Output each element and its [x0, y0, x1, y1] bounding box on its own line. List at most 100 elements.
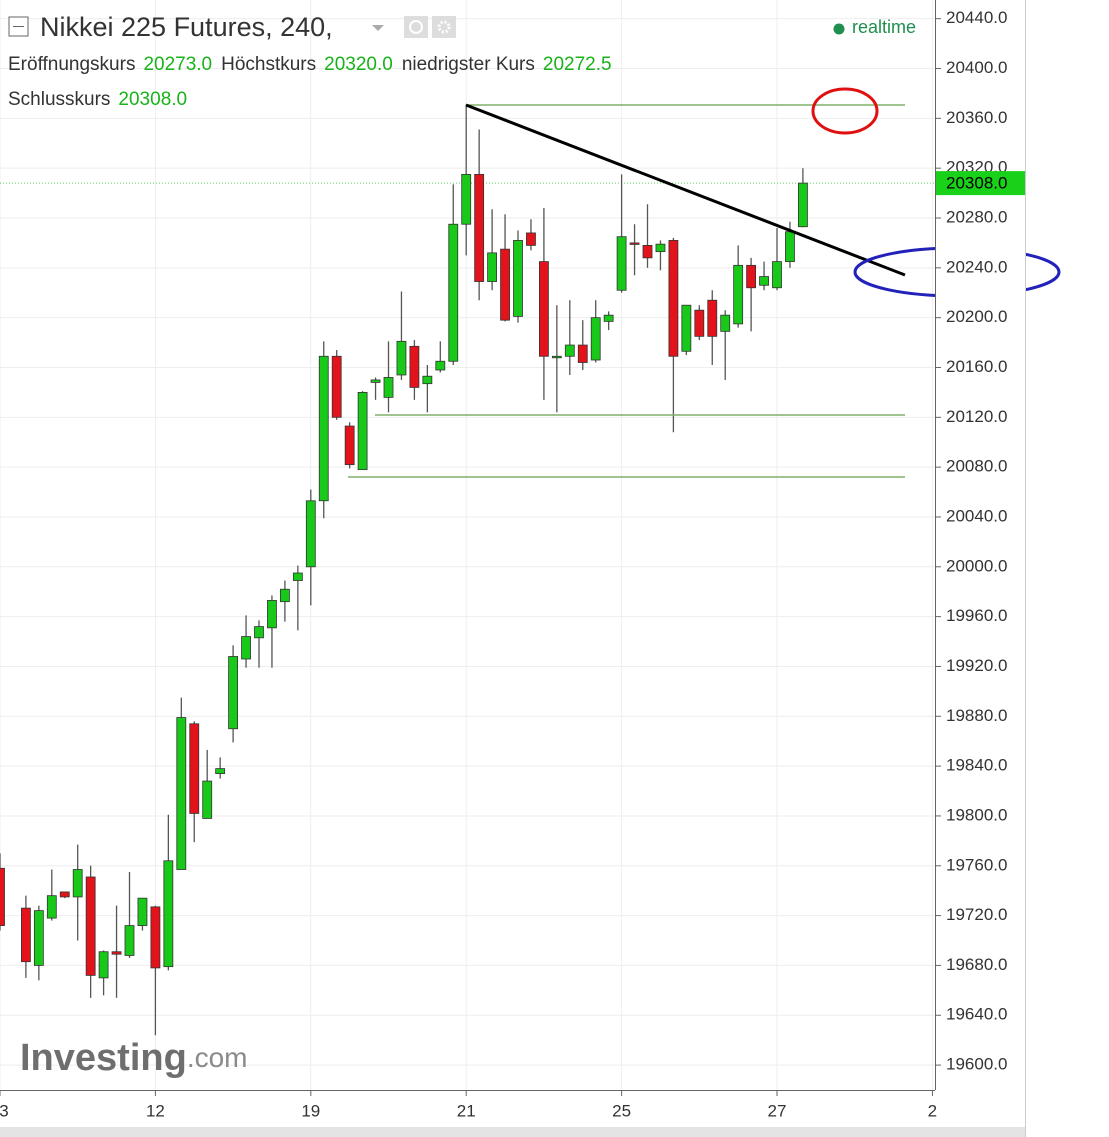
annotations — [348, 87, 1061, 478]
candle-body — [370, 379, 381, 383]
candle-body — [513, 240, 523, 317]
candle-body — [176, 717, 187, 870]
info-label: Höchstkurs — [221, 54, 316, 75]
x-tick-label: 25 — [612, 1101, 631, 1120]
candle-body — [409, 345, 420, 388]
candle-body — [59, 891, 70, 898]
status-dot — [833, 23, 845, 35]
candle-body — [98, 951, 109, 979]
y-tick-label: 19720.0 — [946, 905, 1007, 924]
y-tick-label: 19760.0 — [946, 855, 1007, 874]
candle-body — [539, 261, 549, 357]
info-value: 20308.0 — [118, 89, 187, 110]
candle-body — [267, 600, 277, 629]
candle-body — [21, 907, 31, 963]
y-tick-label: 19600.0 — [946, 1055, 1007, 1074]
y-tick-label: 20120.0 — [946, 407, 1007, 426]
x-tick-label: 3 — [0, 1101, 9, 1120]
y-tick-label: 20440.0 — [946, 8, 1007, 27]
candle-body — [577, 344, 588, 363]
x-tick-label: 19 — [301, 1101, 320, 1120]
eye-icon — [404, 16, 428, 38]
eye-icon — [409, 20, 423, 34]
y-tick-label: 20200.0 — [946, 307, 1007, 326]
candle-body — [0, 867, 5, 926]
candle-body — [487, 252, 498, 282]
info-label: Eröffnungskurs — [8, 54, 135, 75]
candle-body — [383, 377, 394, 398]
candle-body — [733, 264, 744, 325]
y-tick-label: 20400.0 — [946, 58, 1007, 77]
candle-body — [694, 309, 705, 337]
y-tick-label: 19840.0 — [946, 756, 1007, 775]
scrollbar — [0, 1127, 1025, 1137]
candle-body — [435, 360, 446, 371]
y-tick-label: 19640.0 — [946, 1005, 1007, 1024]
candle-body — [461, 173, 472, 225]
y-tick-label: 20280.0 — [946, 207, 1007, 226]
candle-body — [357, 391, 368, 471]
candle-body — [681, 304, 692, 352]
info-value: 20320.0 — [324, 54, 393, 75]
y-tick-label: 20160.0 — [946, 357, 1007, 376]
candle-body — [318, 355, 329, 502]
y-tick-label: 19920.0 — [946, 656, 1007, 675]
candle-body — [448, 223, 459, 362]
candle-body — [759, 276, 769, 286]
y-tick-label: 20000.0 — [946, 556, 1007, 575]
candle-body — [396, 340, 407, 376]
candle-body — [305, 500, 316, 568]
candle-body — [526, 232, 536, 246]
axes: 19600.0 19640.0 19680.0 19720.0 19760.0 19800… — [0, 0, 1026, 1137]
candle-body — [228, 656, 239, 730]
candle-body — [137, 897, 148, 926]
candle-body — [292, 572, 303, 581]
candle-body — [241, 636, 251, 660]
candle-body — [590, 317, 601, 361]
y-tick-label: 19680.0 — [946, 955, 1007, 974]
trend-line — [465, 103, 906, 277]
y-tick-label: 20040.0 — [946, 506, 1007, 525]
info-value: 20273.0 — [143, 54, 212, 75]
chart-title: Nikkei 225 Futures, 240, — [40, 12, 333, 42]
y-tick-label: 20080.0 — [946, 457, 1007, 476]
status: realtime — [852, 17, 916, 37]
info-label: niedrigster Kurs — [402, 54, 535, 75]
candle-body — [163, 860, 174, 968]
candle-body — [642, 245, 653, 259]
y-tick-label: 19960.0 — [946, 606, 1007, 625]
dropdown-icon — [372, 25, 384, 31]
candle-body — [720, 314, 731, 332]
candle-body — [150, 906, 161, 969]
candle-body — [72, 869, 83, 898]
candle-body — [474, 173, 485, 282]
last-price-box — [936, 171, 1025, 196]
candle-body — [46, 895, 57, 919]
settings-icon — [432, 16, 456, 38]
last-price-label: 20308.0 — [946, 174, 1007, 193]
candle-body — [189, 723, 200, 814]
watermark: Investing.com — [20, 1037, 248, 1079]
candle-body — [111, 951, 122, 955]
candle-body — [422, 375, 433, 385]
candle-body — [616, 236, 627, 291]
watermark-suffix: .com — [187, 1042, 248, 1073]
info-value: 20272.5 — [543, 54, 612, 75]
candle-body — [33, 910, 44, 966]
info-label: Schlusskurs — [8, 89, 110, 110]
candle-body — [344, 425, 355, 466]
candles — [0, 104, 808, 1036]
x-tick-label: 21 — [457, 1101, 476, 1120]
candle-body — [655, 243, 666, 253]
candle-body — [668, 240, 679, 357]
y-tick-label: 20360.0 — [946, 108, 1007, 127]
candle-body — [551, 355, 562, 359]
watermark-main: Investing — [20, 1037, 187, 1079]
candle-body — [564, 344, 575, 357]
candle-body — [280, 588, 290, 603]
candle-body — [707, 299, 718, 337]
header: Nikkei 225 Futures, 240, realtime Eröffn… — [8, 12, 916, 110]
settings-icon — [437, 20, 451, 34]
